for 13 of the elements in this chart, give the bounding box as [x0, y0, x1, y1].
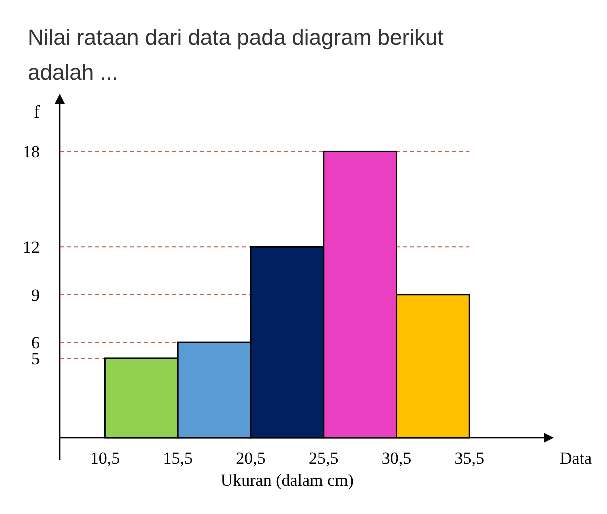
x-tick-label: 30,5: [382, 449, 412, 468]
x-tick-label: 10,5: [90, 449, 120, 468]
x-axis-title: Ukuran (dalam cm): [220, 471, 354, 490]
y-tick-label: 9: [32, 286, 40, 305]
chart-title: Nilai rataan dari data pada diagram berikut adalah ...: [27, 24, 445, 87]
x-tick-label: 20,5: [236, 449, 266, 468]
y-tick-label: 18: [23, 142, 40, 162]
x-tick-label: 35,5: [454, 449, 485, 468]
text: Data: [560, 449, 593, 468]
x-tick-label: 15,5: [163, 449, 193, 468]
y-tick-label: 12: [23, 238, 40, 258]
y-axis-title: f: [34, 102, 40, 122]
x-tick-label: 25,5: [308, 449, 339, 468]
